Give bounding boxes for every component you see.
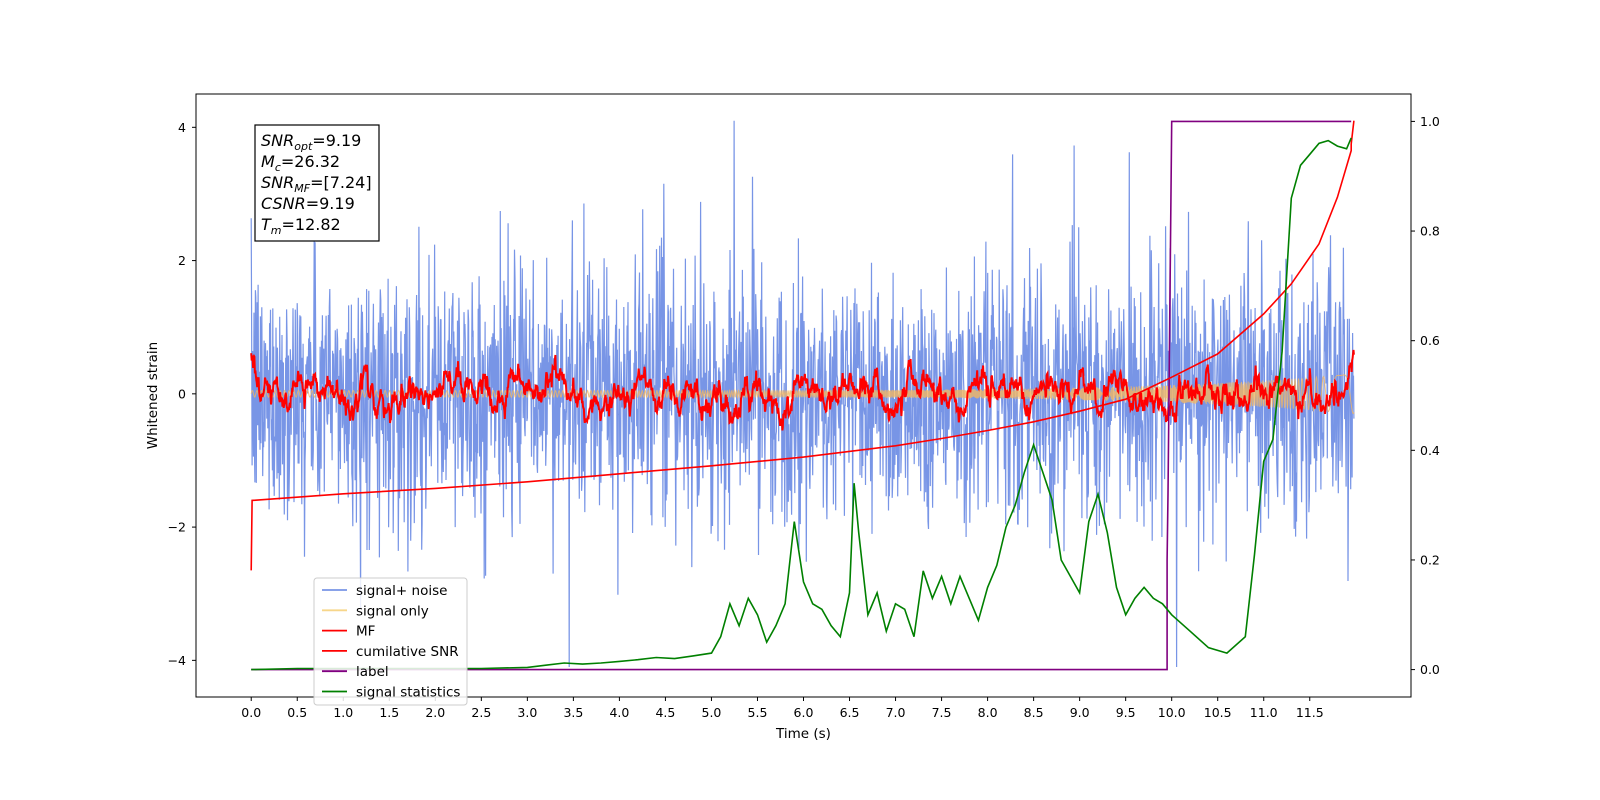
x-axis-label: Time (s) [775,726,831,742]
series-line-cumilative-snr [250,120,1355,571]
x-tick-label: 7.5 [932,705,952,720]
x-tick-label: 1.0 [333,705,353,720]
legend-entry-label: MF [356,624,375,640]
x-tick-label: 10.0 [1158,705,1186,720]
x-tick-label: 1.5 [379,705,399,720]
y-axis-ticks: −4 −2 0 2 4 [168,120,196,668]
x-tick-label: 11.0 [1250,705,1278,720]
x-tick-label: 4.5 [655,705,675,720]
y2-tick-label: 0.8 [1420,224,1440,239]
x-tick-label: 9.0 [1070,705,1090,720]
x-tick-label: 6.5 [840,705,860,720]
legend-entry-label: label [356,664,389,680]
x-tick-label: 8.0 [978,705,998,720]
y2-tick-label: 0.6 [1420,333,1440,348]
y2-tick-label: 0.0 [1420,662,1440,677]
x-tick-label: 10.5 [1204,705,1232,720]
legend-entry-label: signal only [356,603,429,619]
mf-line [250,349,1355,431]
y-tick-label: 4 [178,120,186,135]
x-tick-label: 0.0 [241,705,261,720]
info-box: SNRopt=9.19Mc=26.32SNRMF=[7.24]CSNR=9.19… [254,124,380,242]
x-tick-label: 3.0 [517,705,537,720]
y2-tick-label: 0.2 [1420,552,1440,567]
x-tick-label: 3.5 [563,705,583,720]
info-row: SNRMF=[7.24] [261,173,372,195]
y-tick-label: −2 [168,520,186,535]
x-axis-ticks: 0.0 0.5 1.0 1.5 2.0 2.5 3.0 3.5 4.0 4.5 5.0 5.5 6.0 6… [241,697,1324,720]
info-row: CSNR=9.19 [261,194,355,213]
y2-tick-label: 0.4 [1420,443,1440,458]
legend-entry-label: signal statistics [356,685,460,701]
y-tick-label: −4 [168,653,186,668]
x-tick-label: 2.5 [471,705,491,720]
legend-entry-label: signal+ noise [356,583,447,599]
info-row: Tm=12.82 [261,215,341,237]
x-tick-label: 0.5 [287,705,307,720]
legend: signal+ noise signal only MF cumilative SNR… [313,577,468,706]
info-box-frame [254,124,380,242]
series-mf [250,349,1355,431]
legend-entry-label: cumilative SNR [356,644,459,660]
x-tick-label: 2.0 [425,705,445,720]
x-tick-label: 11.5 [1296,705,1324,720]
series-lines [250,120,1355,671]
info-row: Mc=26.32 [261,152,340,174]
info-row: SNRopt=9.19 [261,131,361,153]
x-tick-label: 8.5 [1024,705,1044,720]
x-tick-label: 9.5 [1116,705,1136,720]
x-tick-label: 6.0 [794,705,814,720]
series-line-label [251,120,1352,671]
legend-frame [313,577,468,706]
y-axis-label: Whitened strain [145,342,161,449]
y2-axis-ticks: 0.0 0.2 0.4 0.6 0.8 1.0 [1411,114,1440,677]
y-tick-label: 0 [178,386,186,401]
x-tick-label: 7.0 [886,705,906,720]
x-tick-label: 5.0 [702,705,722,720]
x-tick-label: 4.0 [609,705,629,720]
x-tick-label: 5.5 [748,705,768,720]
y-tick-label: 2 [178,253,186,268]
series-line-signal-statistics [251,137,1352,671]
y2-tick-label: 1.0 [1420,114,1440,129]
